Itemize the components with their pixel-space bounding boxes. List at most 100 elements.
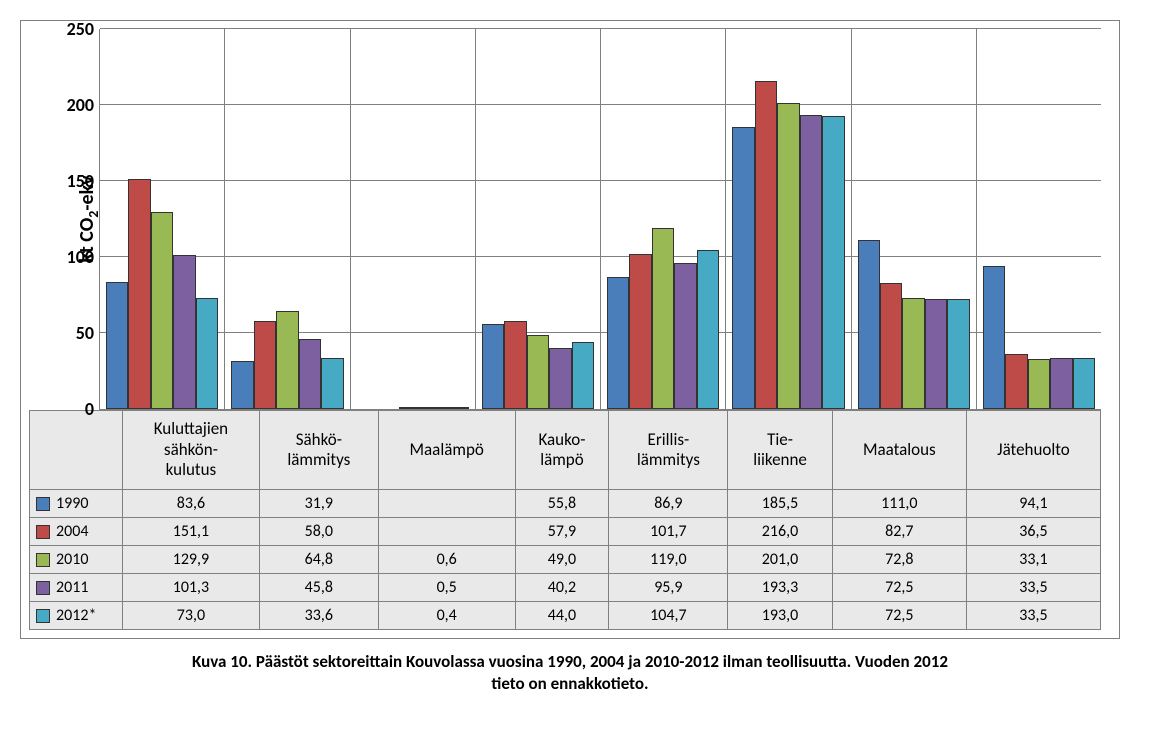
data-cell: 33,5 [966,602,1100,630]
data-cell: 40,2 [515,574,609,602]
data-cell: 64,8 [259,546,378,574]
y-tick-label: 150 [50,170,94,192]
category-header: Sähkö-lämmitys [259,411,378,490]
bar [276,311,298,409]
bar [1028,359,1050,409]
bar [800,115,822,409]
data-cell [378,518,515,546]
legend-swatch [36,609,50,623]
caption-line1: Kuva 10. Päästöt sektoreittain Kouvolass… [192,651,948,672]
bar [674,263,696,409]
bar [1073,358,1095,409]
category-header: Maatalous [832,411,966,490]
data-cell: 55,8 [515,490,609,518]
data-cell: 129,9 [123,546,260,574]
legend-cell: 1990 [30,490,123,518]
bar [446,407,469,409]
data-table: Kuluttajiensähkön-kulutusSähkö-lämmitys M… [29,410,1101,630]
bar [902,298,924,409]
data-cell: 44,0 [515,602,609,630]
bar [858,240,880,409]
data-cell: 216,0 [728,518,832,546]
figure-caption: Kuva 10. Päästöt sektoreittain Kouvolass… [20,651,1120,695]
bar [151,212,173,409]
data-cell: 101,7 [609,518,728,546]
bar [755,81,777,409]
legend-series-name: 1990 [56,494,88,513]
bar [925,299,947,409]
bar [422,407,445,409]
data-cell: 72,8 [832,546,966,574]
bar [549,348,571,409]
bar-group [476,29,601,409]
category-header: Tie-liikenne [728,411,832,490]
legend-swatch [36,553,50,567]
data-cell [378,490,515,518]
data-cell: 94,1 [966,490,1100,518]
bar [527,335,549,409]
y-tick-label: 200 [50,94,94,116]
legend-series-name: 2011 [56,578,88,597]
bar-group [601,29,726,409]
y-tick-label: 100 [50,246,94,268]
data-cell: 31,9 [259,490,378,518]
legend-header-spacer [30,411,123,490]
bar [607,277,629,409]
data-cell: 185,5 [728,490,832,518]
table-row: 2011101,345,80,540,295,9193,372,533,5 [30,574,1101,602]
data-cell: 104,7 [609,602,728,630]
legend-series-name: 2004 [56,522,88,541]
bar [399,407,422,409]
data-cell: 193,3 [728,574,832,602]
data-cell: 119,0 [609,546,728,574]
category-header: Kauko-lämpö [515,411,609,490]
legend-swatch [36,525,50,539]
bar-group [977,29,1101,409]
data-cell: 72,5 [832,574,966,602]
legend-cell: 2012* [30,602,123,630]
data-cell: 86,9 [609,490,728,518]
legend-cell: 2011 [30,574,123,602]
bar [106,282,128,409]
bar [254,321,276,409]
y-tick-label: 250 [50,18,94,40]
category-header: Kuluttajiensähkön-kulutus [123,411,260,490]
data-cell: 36,5 [966,518,1100,546]
y-tick-label: 0 [50,398,94,420]
legend-swatch [36,581,50,595]
bar [732,127,754,409]
data-cell: 33,6 [259,602,378,630]
bar [1050,358,1072,409]
data-cell: 201,0 [728,546,832,574]
data-cell: 0,4 [378,602,515,630]
y-tick-label: 50 [50,322,94,344]
data-cell: 72,5 [832,602,966,630]
bar [697,250,719,409]
bar [482,324,504,409]
bar [629,254,651,409]
caption-line2: tieto on ennakkotieto. [491,673,648,694]
legend-series-name: 2012* [56,606,96,625]
category-header: Jätehuolto [966,411,1100,490]
data-cell: 193,0 [728,602,832,630]
table-row: 2012*73,033,60,444,0104,7193,072,533,5 [30,602,1101,630]
bar [231,361,253,409]
bar [983,266,1005,409]
chart-frame: kt CO2-ekv 050100150200250 Kuluttajiensä… [20,20,1120,639]
bar [196,298,218,409]
data-cell: 33,5 [966,574,1100,602]
bar [299,339,321,409]
legend-series-name: 2010 [56,550,88,569]
bar-group [726,29,851,409]
bar-group [852,29,977,409]
bar [822,116,844,409]
data-cell: 58,0 [259,518,378,546]
bar [504,321,526,409]
plot-area: kt CO2-ekv 050100150200250 [99,29,1101,410]
data-cell: 0,5 [378,574,515,602]
data-cell: 49,0 [515,546,609,574]
bar [1005,354,1027,409]
bar [572,342,594,409]
data-cell: 45,8 [259,574,378,602]
data-cell: 111,0 [832,490,966,518]
